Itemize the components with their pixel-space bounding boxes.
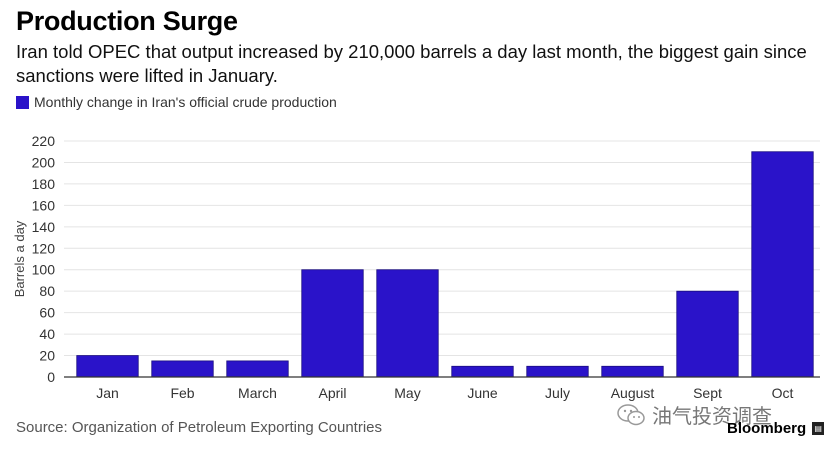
bar-feb xyxy=(151,360,214,378)
y-axis-label: Barrels a day xyxy=(12,220,27,297)
source-note: Source: Organization of Petroleum Export… xyxy=(16,419,383,436)
y-tick-label: 200 xyxy=(32,154,56,170)
legend: Monthly change in Iran's official crude … xyxy=(16,94,337,110)
x-tick-label: Oct xyxy=(772,385,794,401)
y-tick-label: 0 xyxy=(47,369,55,385)
y-tick-label: 100 xyxy=(32,262,56,278)
y-tick-label: 180 xyxy=(32,176,56,192)
wechat-icon xyxy=(617,403,645,425)
y-tick-label: 140 xyxy=(32,219,56,235)
bar-june xyxy=(451,365,514,378)
bar-oct xyxy=(751,151,814,378)
bar-jan xyxy=(76,355,139,378)
x-tick-label: July xyxy=(545,385,570,401)
bar-july xyxy=(526,365,589,378)
legend-swatch xyxy=(16,95,29,109)
watermark: 油气投资调查 xyxy=(616,400,772,429)
bar-august xyxy=(601,365,664,378)
x-tick-label: Feb xyxy=(170,385,194,401)
chart-title: Production Surge xyxy=(16,6,238,36)
bar-sept xyxy=(676,290,739,378)
bloomberg-icon: ▤ xyxy=(812,422,825,435)
x-tick-label: April xyxy=(318,385,346,401)
legend-label: Monthly change in Iran's official crude … xyxy=(34,94,337,110)
y-tick-label: 20 xyxy=(39,348,55,364)
y-tick-label: 220 xyxy=(32,133,56,149)
x-tick-label: March xyxy=(238,385,277,401)
y-tick-label: 160 xyxy=(32,197,56,213)
watermark-text: 油气投资调查 xyxy=(652,406,772,428)
bar-april xyxy=(301,269,364,378)
chart-subtitle: Iran told OPEC that output increased by … xyxy=(16,41,807,86)
x-tick-label: August xyxy=(611,385,655,401)
x-tick-label: May xyxy=(394,385,420,401)
x-tick-label: Sept xyxy=(693,385,722,401)
bar-march xyxy=(226,360,289,378)
y-tick-label: 80 xyxy=(39,283,55,299)
brand-logo: Bloomberg ▤ xyxy=(727,420,825,437)
y-tick-label: 120 xyxy=(32,240,56,256)
y-tick-label: 40 xyxy=(39,326,55,342)
y-tick-label: 60 xyxy=(39,305,55,321)
brand-name: Bloomberg xyxy=(727,420,807,437)
bar-may xyxy=(376,269,439,378)
x-tick-label: June xyxy=(467,385,498,401)
x-tick-label: Jan xyxy=(96,385,119,401)
